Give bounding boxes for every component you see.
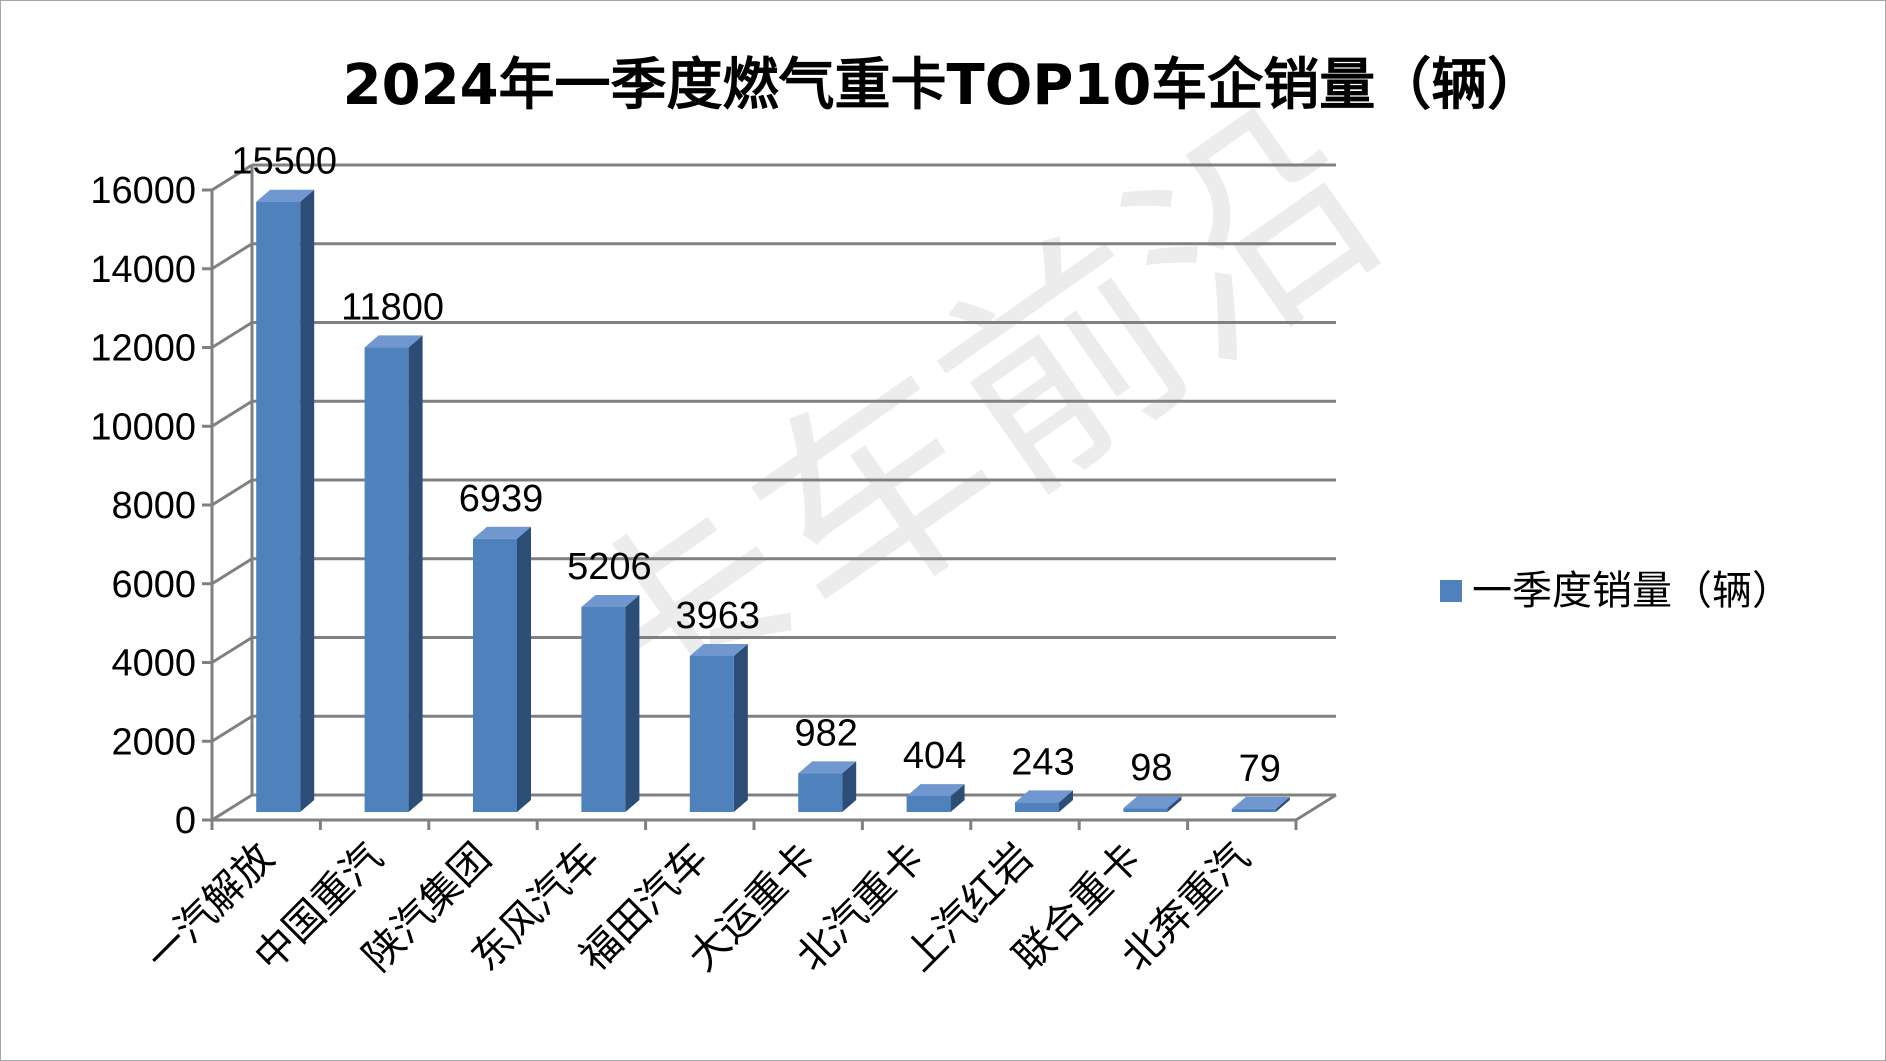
bar-side [1167, 796, 1182, 812]
gridline-side [211, 321, 253, 349]
gridline-side [211, 399, 253, 428]
y-tick-label: 14000 [90, 249, 196, 291]
bar-front [1123, 808, 1168, 812]
bar-side [408, 335, 423, 812]
bar-side [625, 595, 640, 812]
bar-side [517, 526, 531, 812]
bar [798, 761, 857, 812]
bar-front [689, 655, 734, 812]
bar-top [1015, 790, 1073, 803]
legend: 一季度销量（辆） [1440, 568, 1792, 614]
y-tick-label: 8000 [111, 485, 196, 527]
bar-side [300, 189, 315, 812]
gridline-side [211, 478, 253, 507]
bar-top [364, 335, 423, 348]
y-tick-label: 2000 [111, 721, 196, 763]
bar-side [842, 761, 857, 812]
data-label: 243 [1011, 741, 1074, 783]
y-tick-label: 6000 [111, 564, 196, 606]
data-label: 15500 [231, 141, 337, 183]
bar-front [364, 347, 409, 812]
y-tick-label: 4000 [111, 643, 196, 685]
bar [364, 335, 423, 812]
data-label: 5206 [567, 546, 652, 588]
data-label: 3963 [676, 595, 761, 637]
bar-top [581, 595, 640, 608]
legend-label: 一季度销量（辆） [1472, 568, 1792, 614]
y-tick-label: 10000 [90, 406, 196, 448]
data-label: 982 [794, 712, 857, 754]
floor-right-edge [1295, 793, 1337, 822]
chart-title: 2024年一季度燃气重卡TOP10车企销量（辆） [342, 53, 1544, 118]
bar-front [473, 538, 517, 812]
bar [906, 784, 965, 812]
bar [1123, 796, 1182, 812]
bar-front [581, 607, 626, 812]
data-label: 11800 [341, 286, 444, 328]
bar-front [1231, 808, 1276, 812]
bar-top [906, 784, 965, 797]
watermark-text: 卡车前沿 [518, 59, 1425, 805]
bar-front [1015, 802, 1059, 812]
bar-top [1123, 796, 1182, 809]
bar-top [689, 643, 748, 656]
gridline-side [211, 242, 253, 271]
bar [1015, 790, 1073, 812]
bar [689, 643, 748, 812]
bar-side [733, 643, 748, 812]
bar-side [950, 784, 965, 812]
data-label: 6939 [459, 478, 544, 520]
bar-top [798, 761, 857, 774]
bar-front [256, 201, 301, 812]
bar-top [473, 526, 531, 539]
y-tick-label: 16000 [90, 170, 196, 212]
gridline-side [211, 163, 253, 192]
bar-front [906, 796, 951, 812]
data-label: 79 [1239, 748, 1281, 790]
y-tick-label: 0 [175, 800, 196, 842]
data-label: 98 [1130, 747, 1172, 789]
bar-side [1275, 796, 1290, 812]
legend-swatch [1440, 580, 1462, 602]
bar-top [1231, 796, 1290, 809]
y-tick-label: 12000 [90, 328, 196, 370]
bar-top [256, 189, 315, 202]
bar-side [1059, 790, 1073, 812]
bar-front [798, 773, 843, 812]
gridline-side [211, 557, 253, 586]
bar [473, 526, 531, 812]
bar [256, 189, 315, 812]
gridline-side [211, 714, 253, 743]
gridline-side [211, 636, 253, 664]
data-label: 404 [903, 735, 966, 777]
bar [1231, 796, 1290, 812]
bar [581, 595, 640, 812]
gridline-side [211, 793, 253, 822]
